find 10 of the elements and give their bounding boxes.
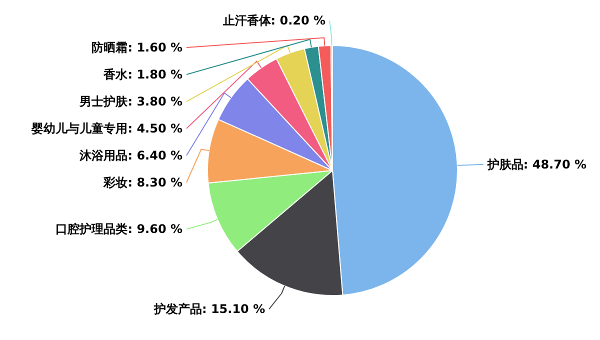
- slice-label: 沐浴用品: 6.40 %: [78, 148, 183, 163]
- slice-label: 香水: 1.80 %: [102, 68, 183, 82]
- slice-label: 彩妆: 8.30 %: [102, 176, 183, 190]
- slice-label: 护发产品: 15.10 %: [152, 302, 266, 316]
- slice-label: 防晒霜: 1.60 %: [92, 40, 183, 55]
- slice-label: 男士护肤: 3.80 %: [78, 94, 183, 109]
- slice-label: 婴幼儿与儿童专用: 4.50 %: [30, 122, 183, 136]
- slice-label: 护肤品: 48.70 %: [486, 157, 587, 172]
- slice-label: 止汗香体: 0.20 %: [222, 14, 326, 28]
- slice-label: 口腔护理品类: 9.60 %: [56, 222, 183, 236]
